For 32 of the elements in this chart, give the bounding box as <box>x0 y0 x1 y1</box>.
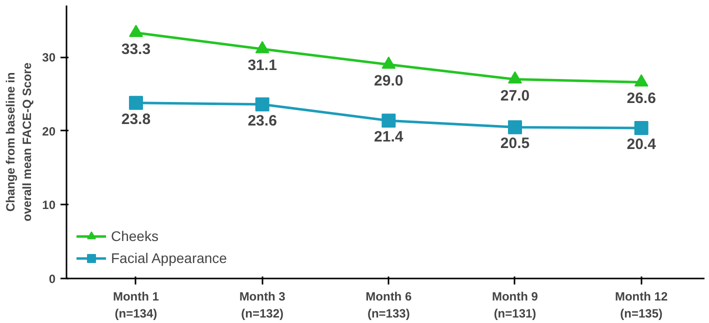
data-label: 33.3 <box>121 40 151 58</box>
point <box>255 41 270 54</box>
point <box>634 74 648 86</box>
data-label: 20.4 <box>626 136 657 153</box>
point <box>128 24 143 38</box>
point <box>382 56 396 69</box>
point <box>128 96 143 110</box>
legend-label: Facial Appearance <box>111 250 227 266</box>
y-tick-label: 0 <box>48 272 56 286</box>
x-tick-label: Month 12 (n=135) <box>615 290 668 320</box>
x-tick-label: Month 6 (n=133) <box>366 290 412 320</box>
data-label: 26.6 <box>626 90 656 108</box>
y-axis-title: Change from baseline in overall mean FACE-Q Score <box>3 62 34 222</box>
y-tick-label: 20 <box>42 124 56 138</box>
x-tick-label: Month 3 (n=132) <box>239 290 286 320</box>
point <box>508 120 522 134</box>
y-tick-label: 30 <box>42 50 56 65</box>
x-tick-label: Month 1 (n=134) <box>112 290 160 320</box>
data-label: 20.5 <box>500 135 530 152</box>
y-tick-label: 10 <box>42 198 56 212</box>
data-label: 21.4 <box>374 128 404 146</box>
x-tick-label: Month 9 (n=131) <box>492 290 538 320</box>
data-label: 29.0 <box>374 72 404 90</box>
point <box>255 97 270 112</box>
legend-label: Cheeks <box>111 228 158 244</box>
data-label: 27.0 <box>500 87 530 104</box>
data-label: 23.8 <box>121 110 151 128</box>
data-label: 23.6 <box>248 112 277 130</box>
data-label: 31.1 <box>248 57 277 74</box>
point <box>382 114 396 128</box>
point <box>508 71 522 84</box>
point <box>634 120 648 135</box>
